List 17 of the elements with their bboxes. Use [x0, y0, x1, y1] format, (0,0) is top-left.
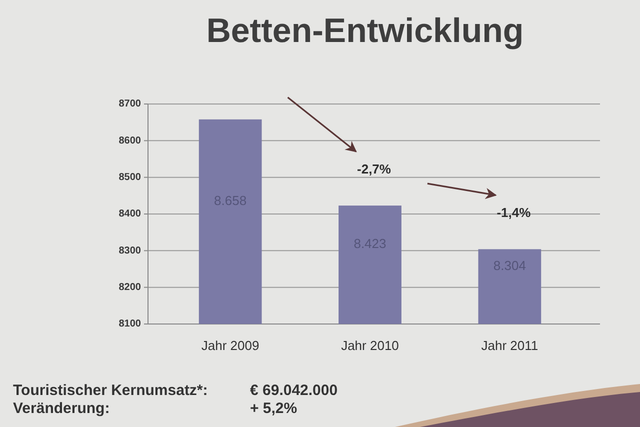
x-tick-label: Jahr 2011: [481, 338, 538, 353]
annotation: -2,7%: [357, 162, 392, 177]
y-tick-label: 8400: [118, 208, 142, 220]
y-tick-label: 8700: [118, 98, 142, 110]
x-tick-label: Jahr 2010: [341, 338, 399, 353]
text: + 5,2%: [250, 400, 298, 417]
y-tick-label: 8100: [118, 318, 142, 330]
text: Touristischer Kernumsatz*:: [13, 382, 208, 399]
x-tick-label: Jahr 2009: [201, 338, 260, 353]
annotation: -1,4%: [496, 205, 532, 220]
chart-title: Betten-Entwicklung: [206, 12, 524, 50]
text: Veränderung:: [13, 400, 110, 417]
y-tick-label: 8600: [118, 135, 142, 146]
y-tick-label: 8500: [118, 172, 142, 183]
y-tick-label: 8200: [118, 282, 142, 293]
text: € 69.042.000: [250, 382, 338, 399]
y-tick-label: 8300: [118, 245, 142, 256]
